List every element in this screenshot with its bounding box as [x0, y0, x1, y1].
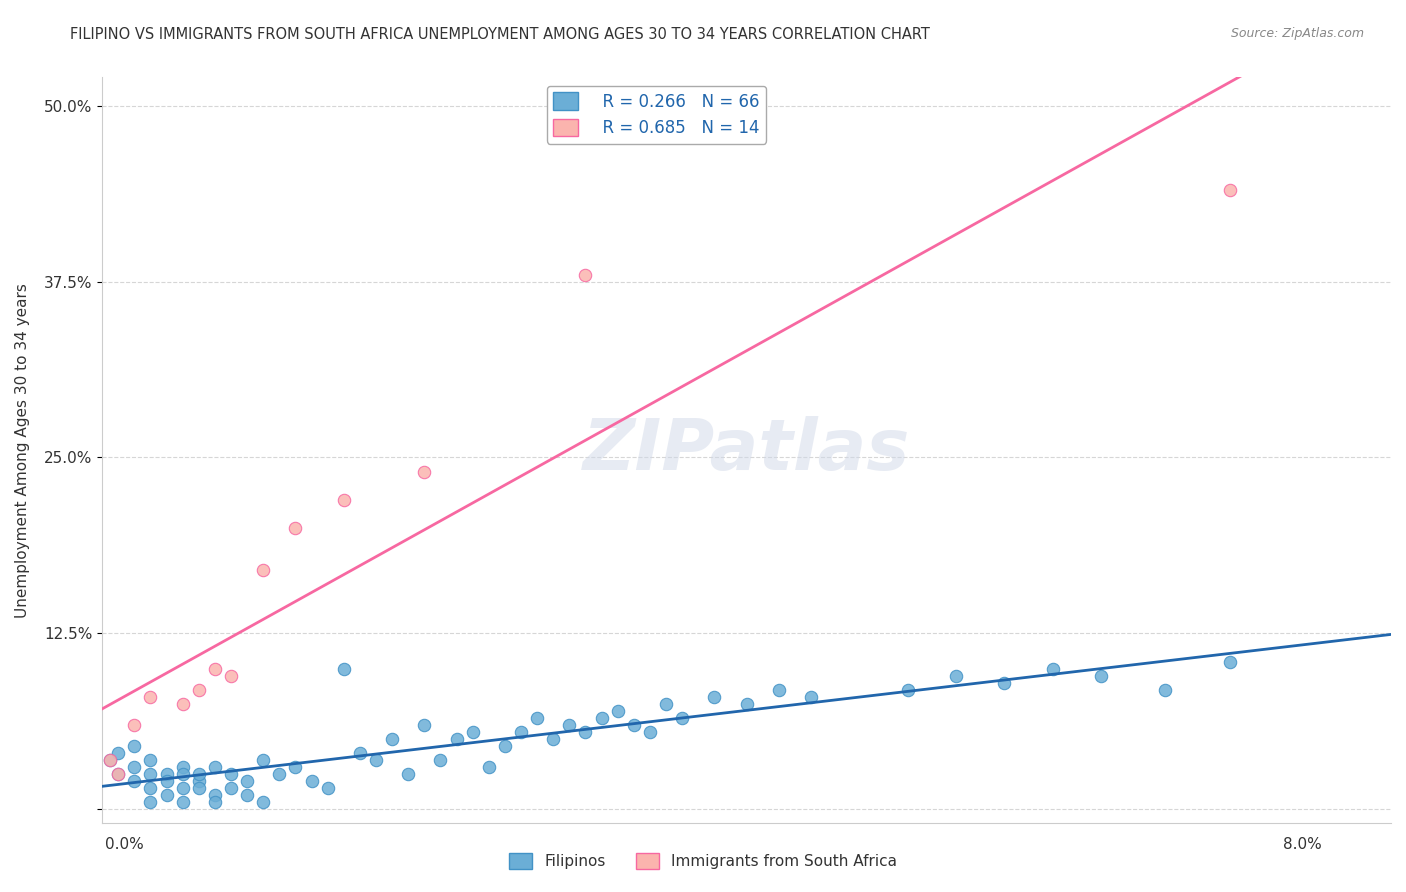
Point — [204, 796, 226, 810]
Point — [413, 718, 436, 732]
Point — [172, 760, 194, 774]
Point — [139, 753, 162, 767]
Point — [396, 767, 419, 781]
Point — [333, 662, 356, 676]
Text: 0.0%: 0.0% — [105, 837, 145, 852]
Point — [768, 682, 790, 697]
Point — [494, 739, 516, 753]
Point — [204, 789, 226, 803]
Point — [269, 767, 291, 781]
Point — [139, 781, 162, 796]
Point — [124, 774, 146, 789]
Point — [333, 492, 356, 507]
Point — [510, 725, 533, 739]
Point — [316, 781, 339, 796]
Point — [124, 718, 146, 732]
Point — [638, 725, 661, 739]
Point — [1219, 655, 1241, 669]
Point — [429, 753, 451, 767]
Point — [446, 732, 468, 747]
Point — [219, 781, 242, 796]
Text: 8.0%: 8.0% — [1282, 837, 1322, 852]
Point — [993, 675, 1015, 690]
Point — [219, 668, 242, 682]
Point — [364, 753, 387, 767]
Point — [558, 718, 581, 732]
Text: ZIPatlas: ZIPatlas — [583, 416, 910, 485]
Point — [1219, 183, 1241, 197]
Point — [187, 781, 209, 796]
Legend: Filipinos, Immigrants from South Africa: Filipinos, Immigrants from South Africa — [503, 847, 903, 875]
Point — [703, 690, 725, 704]
Point — [381, 732, 404, 747]
Point — [172, 781, 194, 796]
Legend:   R = 0.266   N = 66,   R = 0.685   N = 14: R = 0.266 N = 66, R = 0.685 N = 14 — [547, 86, 766, 144]
Text: FILIPINO VS IMMIGRANTS FROM SOUTH AFRICA UNEMPLOYMENT AMONG AGES 30 TO 34 YEARS : FILIPINO VS IMMIGRANTS FROM SOUTH AFRICA… — [70, 27, 931, 42]
Point — [204, 760, 226, 774]
Point — [574, 725, 596, 739]
Point — [155, 789, 177, 803]
Point — [139, 690, 162, 704]
Point — [591, 711, 613, 725]
Point — [623, 718, 645, 732]
Point — [252, 796, 274, 810]
Point — [236, 789, 259, 803]
Point — [478, 760, 501, 774]
Point — [172, 796, 194, 810]
Point — [236, 774, 259, 789]
Point — [107, 746, 129, 760]
Point — [655, 697, 678, 711]
Point — [124, 739, 146, 753]
Point — [252, 563, 274, 577]
Point — [945, 668, 967, 682]
Point — [1154, 682, 1177, 697]
Point — [897, 682, 920, 697]
Point — [172, 767, 194, 781]
Point — [172, 697, 194, 711]
Text: Source: ZipAtlas.com: Source: ZipAtlas.com — [1230, 27, 1364, 40]
Point — [155, 767, 177, 781]
Point — [187, 774, 209, 789]
Point — [252, 753, 274, 767]
Point — [139, 796, 162, 810]
Point — [800, 690, 823, 704]
Point — [671, 711, 693, 725]
Point — [735, 697, 758, 711]
Point — [204, 662, 226, 676]
Point — [284, 521, 307, 535]
Point — [461, 725, 484, 739]
Point — [1042, 662, 1064, 676]
Point — [124, 760, 146, 774]
Point — [187, 682, 209, 697]
Point — [526, 711, 548, 725]
Point — [1090, 668, 1112, 682]
Point — [301, 774, 323, 789]
Point — [574, 268, 596, 282]
Point — [284, 760, 307, 774]
Point — [187, 767, 209, 781]
Point — [413, 465, 436, 479]
Point — [606, 704, 628, 718]
Point — [155, 774, 177, 789]
Point — [541, 732, 564, 747]
Point — [219, 767, 242, 781]
Point — [107, 767, 129, 781]
Point — [98, 753, 121, 767]
Point — [98, 753, 121, 767]
Y-axis label: Unemployment Among Ages 30 to 34 years: Unemployment Among Ages 30 to 34 years — [15, 283, 30, 618]
Point — [349, 746, 371, 760]
Point — [139, 767, 162, 781]
Point — [107, 767, 129, 781]
